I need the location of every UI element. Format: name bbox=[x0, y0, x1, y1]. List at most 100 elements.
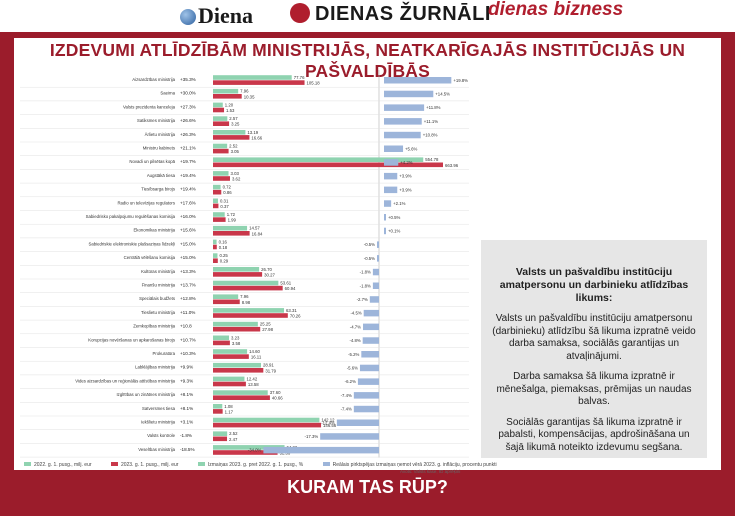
dienas-bizness-logo: dienas bizness bbox=[488, 0, 624, 20]
bar-2023-value-label: 27.98 bbox=[262, 327, 273, 332]
real-change-label: -5.6% bbox=[347, 366, 358, 371]
bar-2023 bbox=[213, 395, 270, 400]
bar-2023-value-label: 1.17 bbox=[225, 409, 234, 414]
bar-2023 bbox=[213, 326, 261, 332]
row-change-label: +27.3% bbox=[180, 104, 196, 109]
row-name-label: Tieslietu ministrija bbox=[141, 310, 176, 315]
row-change-label: +3.1% bbox=[180, 420, 193, 425]
bar-2023-value-label: 2.47 bbox=[229, 437, 238, 442]
real-change-bar bbox=[384, 104, 425, 111]
real-change-bar bbox=[384, 145, 404, 152]
bar-2023 bbox=[213, 162, 443, 168]
bar-2023-value-label: 40.66 bbox=[272, 396, 283, 401]
row-change-label: +13.7% bbox=[180, 283, 196, 288]
bar-2022-value-label: 2.52 bbox=[229, 144, 238, 149]
bar-2022-value-label: 2.52 bbox=[229, 431, 238, 436]
real-change-bar bbox=[320, 433, 379, 440]
real-change-bar bbox=[263, 446, 379, 454]
bar-2022-value-label: 77.76 bbox=[294, 75, 305, 80]
bar-2022-value-label: 37.60 bbox=[270, 390, 281, 395]
bar-2023 bbox=[213, 409, 223, 414]
legend-swatch-2023 bbox=[110, 462, 118, 466]
real-change-label: +0.1% bbox=[388, 229, 400, 234]
real-change-label: -1.8% bbox=[360, 270, 371, 275]
legend-label-2022: 2022. g. 1. pusg., milj. eur bbox=[34, 462, 92, 468]
legend-swatch-real bbox=[322, 462, 330, 466]
bar-2022 bbox=[213, 239, 217, 245]
bar-2022 bbox=[213, 294, 239, 299]
real-change-bar bbox=[362, 337, 379, 344]
bizness-logo-text: dienas bizness bbox=[488, 0, 624, 20]
row-name-label: Izglītības un zinātnes ministrija bbox=[116, 392, 175, 397]
bar-2022-value-label: 0.31 bbox=[220, 198, 229, 203]
real-change-bar bbox=[363, 309, 379, 317]
bar-2023-value-label: 1.53 bbox=[226, 108, 235, 113]
real-change-label: -2.7% bbox=[357, 297, 368, 302]
bar-2023 bbox=[213, 244, 217, 250]
bar-2023-value-label: 60.94 bbox=[285, 286, 296, 291]
legend-item-real: Reālais pirktspējas izmaiņas ņemot vērā … bbox=[322, 462, 497, 468]
bar-2023-value-label: 10.35 bbox=[244, 94, 255, 99]
bar-2023-value-label: 16.66 bbox=[251, 135, 262, 140]
real-change-label: -34.0% bbox=[248, 448, 262, 453]
real-change-bar bbox=[357, 378, 379, 385]
legend-label-2023: 2023. g. 1. pusg., milj. eur bbox=[120, 462, 179, 468]
row-change-label: +15.6% bbox=[180, 228, 196, 233]
bar-2023 bbox=[213, 368, 264, 373]
legend-item-2022: 2022. g. 1. pusg., milj. eur bbox=[24, 462, 92, 468]
bar-2023 bbox=[213, 94, 242, 99]
real-change-label: +3.9% bbox=[399, 174, 411, 179]
bar-2023-value-label: 3.62 bbox=[232, 177, 241, 182]
zurnali-logo-text: DIENAS ŽURNĀLI bbox=[315, 3, 491, 25]
bar-2022-value-label: 63.31 bbox=[286, 308, 297, 313]
bar-2022 bbox=[213, 212, 225, 217]
real-change-label: -5.2% bbox=[348, 352, 359, 357]
bar-2023 bbox=[213, 381, 246, 387]
real-change-label: +0.5% bbox=[388, 215, 400, 220]
row-change-label: +10.8 bbox=[180, 324, 192, 329]
real-change-label: -0.5% bbox=[364, 256, 375, 261]
bar-2022 bbox=[213, 253, 218, 258]
row-change-label: -1.8% bbox=[180, 433, 192, 438]
row-change-label: +9.9% bbox=[180, 365, 193, 370]
row-name-label: Aizsardzības ministrija bbox=[132, 77, 175, 82]
real-change-bar bbox=[384, 90, 434, 98]
legend-swatch-2022 bbox=[24, 462, 31, 466]
row-change-label: +13.3% bbox=[180, 269, 196, 274]
bar-2022 bbox=[213, 335, 230, 341]
dienas-zurnali-logo: DIENAS ŽURNĀLI bbox=[290, 3, 491, 26]
bar-2023 bbox=[213, 107, 225, 113]
real-change-bar bbox=[372, 282, 379, 289]
real-change-label: -4.8% bbox=[349, 338, 360, 343]
real-change-label: -4.5% bbox=[350, 311, 361, 316]
row-change-label: +19.4% bbox=[180, 187, 196, 192]
bar-2023-value-label: 663.96 bbox=[445, 163, 459, 168]
real-change-label: -12.4% bbox=[321, 420, 335, 425]
row-name-label: Labklājības ministrija bbox=[135, 365, 175, 370]
real-change-bar bbox=[372, 268, 379, 276]
real-change-bar bbox=[336, 419, 379, 426]
bar-2022-value-label: 554.78 bbox=[425, 157, 439, 162]
bar-2023 bbox=[213, 231, 250, 236]
row-change-label: +15.0% bbox=[180, 255, 196, 260]
row-change-label: +11.0% bbox=[180, 310, 195, 315]
bar-2022-value-label: 0.16 bbox=[219, 239, 228, 244]
row-name-label: Vides aizsardzības un reģionālās attīstī… bbox=[75, 378, 175, 383]
bar-2023-value-label: 3.25 bbox=[231, 122, 240, 127]
bar-2022-value-label: 25.25 bbox=[260, 322, 271, 327]
row-name-label: Ministru kabinets bbox=[143, 146, 175, 151]
row-name-label: Radio un televīzijas regulators bbox=[117, 200, 175, 205]
real-change-bar bbox=[384, 118, 422, 125]
bar-2022 bbox=[213, 130, 246, 135]
chart-legend: 2022. g. 1. pusg., milj. eur 2023. g. 1.… bbox=[24, 462, 515, 468]
real-change-label: +11.8% bbox=[426, 105, 441, 110]
row-name-label: Ekonomikas ministrija bbox=[133, 228, 175, 233]
real-change-label: -6.2% bbox=[345, 379, 356, 384]
bar-2022 bbox=[213, 362, 261, 368]
bar-2022-value-label: 2.57 bbox=[229, 116, 238, 121]
bar-2022-value-label: 12.42 bbox=[246, 376, 257, 381]
bar-2023 bbox=[213, 80, 305, 85]
row-name-label: Valsts prezidenta kanceleja bbox=[123, 104, 176, 109]
bar-2022 bbox=[213, 308, 285, 313]
page-title: IZDEVUMI ATLĪDZĪBĀM MINISTRIJĀS, NEATKAR… bbox=[49, 40, 686, 81]
